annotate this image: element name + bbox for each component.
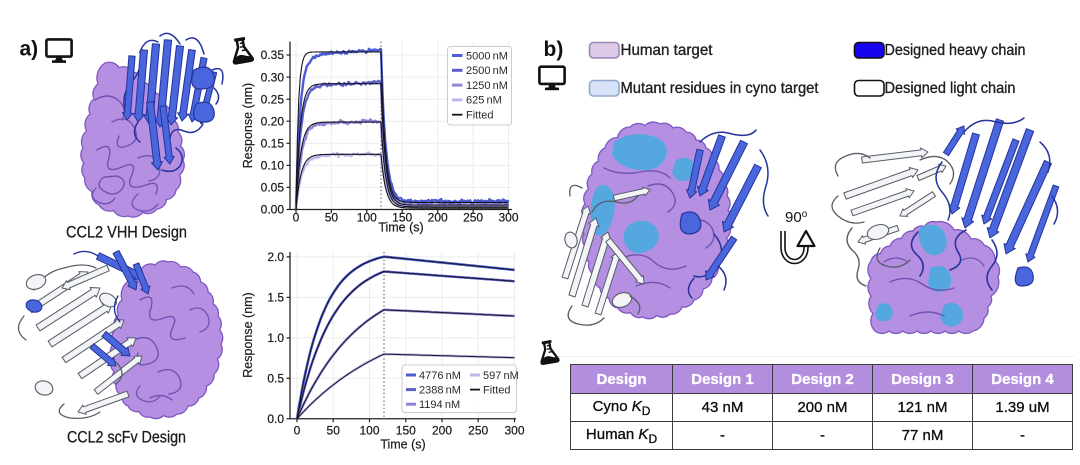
- svg-text:300: 300: [498, 211, 518, 225]
- svg-text:Response (nm): Response (nm): [241, 83, 255, 168]
- svg-text:0.15: 0.15: [261, 137, 285, 151]
- svg-text:250: 250: [463, 211, 483, 225]
- svg-text:2500 nM: 2500 nM: [466, 65, 508, 77]
- svg-text:a): a): [20, 38, 39, 61]
- svg-text:1.5: 1.5: [267, 291, 284, 305]
- svg-text:Mutant residues in cyno target: Mutant residues in cyno target: [621, 80, 820, 97]
- svg-text:1194 nM: 1194 nM: [419, 399, 460, 411]
- svg-text:100: 100: [359, 424, 379, 438]
- svg-text:0: 0: [293, 211, 300, 225]
- svg-text:2388 nM: 2388 nM: [419, 384, 461, 396]
- svg-text:Response (nm): Response (nm): [241, 292, 255, 377]
- svg-text:2.0: 2.0: [267, 250, 284, 264]
- svg-text:200: 200: [432, 424, 452, 438]
- svg-text:0.20: 0.20: [261, 114, 285, 128]
- svg-text:150: 150: [392, 211, 412, 225]
- svg-text:1.0: 1.0: [267, 331, 284, 345]
- svg-text:0.0: 0.0: [267, 412, 284, 426]
- svg-text:CCL2 scFv Design: CCL2 scFv Design: [67, 428, 186, 447]
- svg-text:0.05: 0.05: [261, 181, 285, 195]
- svg-text:0.00: 0.00: [261, 203, 285, 217]
- svg-text:5000 nM: 5000 nM: [466, 50, 508, 62]
- svg-text:100: 100: [357, 211, 377, 225]
- svg-text:300: 300: [504, 424, 524, 438]
- svg-text:0.30: 0.30: [261, 70, 285, 84]
- svg-text:Human target: Human target: [621, 42, 714, 59]
- svg-text:CCL2 VHH Design: CCL2 VHH Design: [66, 223, 187, 242]
- svg-text:200: 200: [428, 211, 448, 225]
- svg-text:50: 50: [325, 211, 339, 225]
- svg-text:Time (s): Time (s): [380, 438, 425, 452]
- svg-text:b): b): [544, 38, 564, 61]
- svg-text:Fitted: Fitted: [483, 384, 511, 396]
- svg-text:4776 nM: 4776 nM: [419, 370, 461, 382]
- svg-text:597 nM: 597 nM: [483, 370, 519, 382]
- svg-text:90o: 90o: [785, 209, 808, 226]
- svg-text:0: 0: [294, 424, 301, 438]
- svg-text:0.25: 0.25: [261, 92, 285, 106]
- svg-text:Designed light chain: Designed light chain: [885, 80, 1016, 97]
- svg-text:250: 250: [468, 424, 488, 438]
- svg-text:1250 nM: 1250 nM: [466, 80, 508, 92]
- svg-text:50: 50: [327, 424, 341, 438]
- svg-text:Fitted: Fitted: [466, 110, 494, 122]
- svg-text:0.5: 0.5: [267, 372, 284, 386]
- svg-text:Designed heavy chain: Designed heavy chain: [885, 42, 1026, 59]
- svg-text:150: 150: [396, 424, 416, 438]
- svg-text:0.10: 0.10: [261, 159, 285, 173]
- svg-text:Time (s): Time (s): [378, 221, 423, 235]
- svg-text:0.35: 0.35: [261, 48, 285, 62]
- svg-text:625 nM: 625 nM: [466, 95, 502, 107]
